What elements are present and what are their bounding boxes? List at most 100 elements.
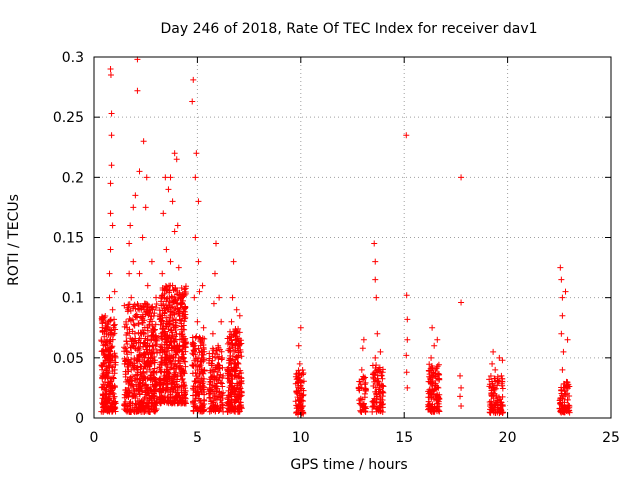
- data-point: [172, 384, 179, 391]
- data-point: [370, 397, 377, 404]
- data-point: [229, 344, 236, 351]
- data-point: [143, 346, 150, 353]
- data-point: [488, 384, 495, 391]
- data-point: [106, 318, 113, 325]
- data-point: [191, 397, 198, 404]
- data-point: [196, 390, 203, 397]
- data-point: [356, 397, 363, 404]
- data-point: [101, 384, 108, 391]
- data-point: [109, 402, 116, 409]
- data-point: [192, 174, 199, 181]
- data-point: [147, 383, 154, 390]
- data-point: [216, 346, 223, 353]
- data-point: [156, 379, 163, 386]
- data-point: [171, 228, 178, 235]
- data-point: [107, 180, 114, 187]
- data-point: [182, 283, 189, 290]
- data-point: [190, 403, 197, 410]
- data-point: [179, 376, 186, 383]
- data-point: [431, 407, 438, 414]
- data-point: [236, 349, 243, 356]
- data-point: [136, 168, 143, 175]
- data-point: [362, 374, 369, 381]
- data-point: [433, 396, 440, 403]
- data-point: [458, 299, 465, 306]
- data-point: [139, 234, 146, 241]
- data-point: [428, 363, 435, 370]
- data-point: [181, 286, 188, 293]
- data-point: [434, 363, 441, 370]
- data-point: [105, 318, 112, 325]
- data-point: [104, 355, 111, 362]
- data-point: [148, 332, 155, 339]
- data-point: [434, 336, 441, 343]
- data-point: [214, 405, 221, 412]
- data-point: [142, 375, 149, 382]
- data-point: [207, 404, 214, 411]
- data-point: [297, 385, 304, 392]
- data-point: [104, 406, 111, 413]
- data-point: [238, 353, 245, 360]
- data-point: [145, 351, 152, 358]
- data-point: [189, 362, 196, 369]
- data-point: [359, 345, 366, 352]
- data-point: [361, 404, 368, 411]
- y-tick-label: 0.25: [53, 110, 84, 126]
- data-point: [176, 342, 183, 349]
- data-point: [135, 302, 142, 309]
- data-point: [227, 389, 234, 396]
- data-point: [233, 396, 240, 403]
- chart-title: Day 246 of 2018, Rate Of TEC Index for r…: [160, 21, 537, 37]
- data-point: [123, 321, 130, 328]
- data-point: [154, 337, 161, 344]
- data-point: [112, 400, 119, 407]
- data-point: [166, 314, 173, 321]
- data-point: [563, 378, 570, 385]
- data-point: [169, 303, 176, 310]
- data-point: [124, 361, 131, 368]
- data-point: [458, 174, 465, 181]
- data-point: [124, 406, 131, 413]
- data-point: [102, 342, 109, 349]
- data-point: [237, 367, 244, 374]
- data-point: [169, 347, 176, 354]
- data-point: [193, 333, 200, 340]
- data-point: [182, 338, 189, 345]
- data-point: [238, 405, 245, 412]
- data-point: [151, 365, 158, 372]
- data-point: [300, 391, 307, 398]
- y-tick-label: 0.15: [53, 231, 84, 247]
- data-point: [171, 150, 178, 157]
- data-point: [403, 352, 410, 359]
- data-point: [100, 381, 107, 388]
- data-point: [372, 354, 379, 361]
- data-point: [157, 366, 164, 373]
- data-point: [124, 341, 131, 348]
- data-point: [495, 378, 502, 385]
- data-point: [152, 387, 159, 394]
- data-point: [297, 324, 304, 331]
- data-point: [214, 369, 221, 376]
- data-point: [106, 294, 113, 301]
- data-point: [101, 360, 108, 367]
- data-point: [160, 210, 167, 217]
- data-point: [228, 383, 235, 390]
- data-point: [294, 390, 301, 397]
- data-point: [225, 402, 232, 409]
- data-point: [237, 378, 244, 385]
- data-point: [487, 373, 494, 380]
- data-point: [356, 400, 363, 407]
- data-point: [379, 396, 386, 403]
- data-point: [177, 372, 184, 379]
- data-point: [126, 377, 133, 384]
- data-point: [162, 174, 169, 181]
- data-point: [208, 400, 215, 407]
- data-point: [110, 374, 117, 381]
- y-tick-label: 0.2: [62, 170, 84, 186]
- data-point: [129, 336, 136, 343]
- data-point: [199, 402, 206, 409]
- data-point: [225, 364, 232, 371]
- data-point: [377, 404, 384, 411]
- data-point: [104, 321, 111, 328]
- data-point: [164, 332, 171, 339]
